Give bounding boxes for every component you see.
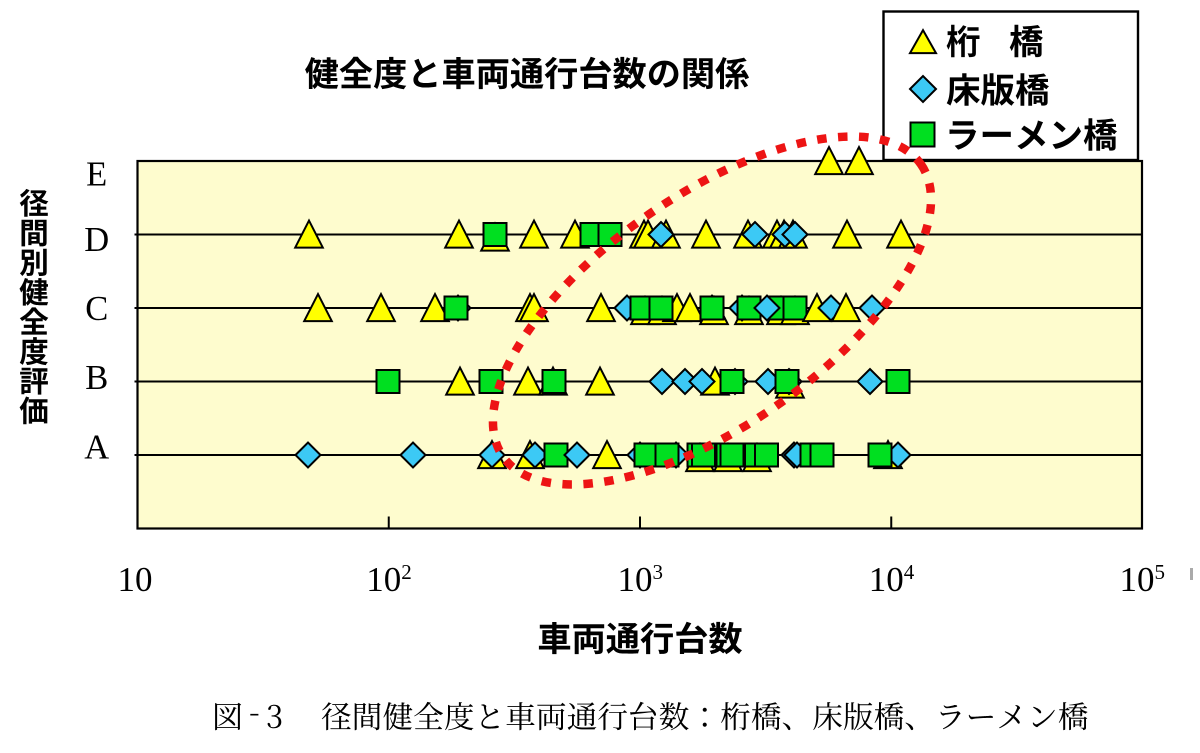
svg-text:105: 105 [1120,560,1166,599]
svg-text:10: 10 [118,560,153,599]
svg-text:D: D [84,221,109,259]
svg-text:C: C [85,290,108,328]
svg-text:A: A [84,428,109,466]
svg-text:E: E [86,155,107,193]
svg-text:B: B [85,359,108,397]
